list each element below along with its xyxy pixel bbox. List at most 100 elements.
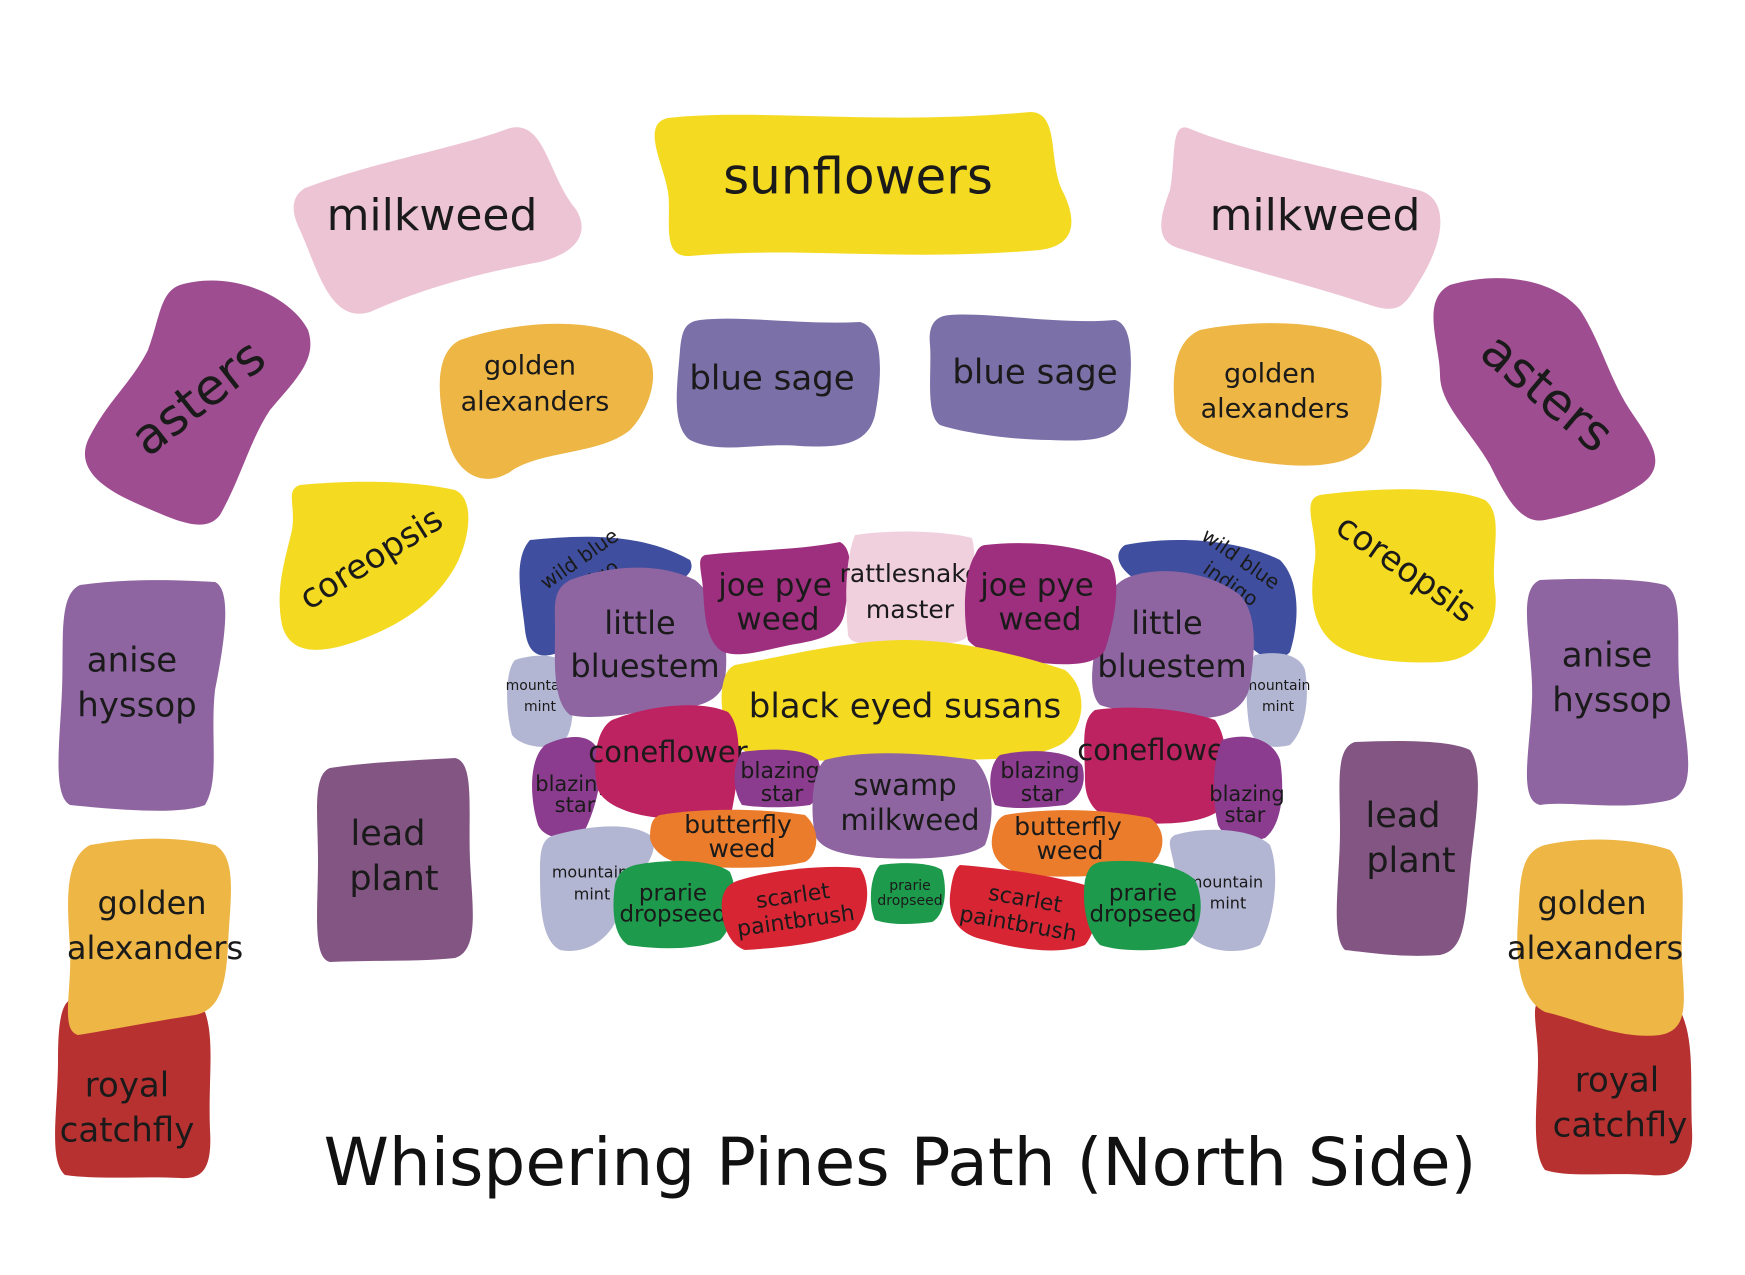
label-golden-alexanders-bottom-right-1: golden — [1537, 884, 1646, 922]
label-anise-hyssop-left-1: anise — [87, 641, 177, 681]
bed-lead-plant-right: lead plant — [1336, 740, 1478, 956]
label-coneflower-left: coneflower — [588, 735, 747, 769]
label-prarie-dropseed-left-1: prarie — [639, 881, 707, 907]
bed-coreopsis-left: coreopsis — [279, 481, 469, 650]
bed-scarlet-paintbrush-left: scarlet paintbrush — [721, 866, 868, 950]
bed-blue-sage-left: blue sage — [676, 318, 880, 448]
bed-milkweed-left: milkweed — [293, 127, 582, 314]
bed-mountain-mint-upper-right: mountain mint — [1244, 653, 1311, 747]
label-little-bluestem-right-1: little — [1131, 604, 1202, 642]
bed-coneflower-left: coneflower — [588, 705, 748, 822]
label-blazing-star-inner-left-1: blazing — [740, 759, 819, 784]
label-mountain-mint-upper-left-1: mountain — [506, 678, 573, 694]
label-blazing-star-inner-right-2: star — [1021, 782, 1065, 807]
bed-coreopsis-right: coreopsis — [1310, 489, 1496, 663]
label-lead-plant-right-1: lead — [1366, 796, 1441, 836]
label-prarie-dropseed-left-2: dropseed — [619, 902, 726, 928]
label-blue-sage-right: blue sage — [952, 353, 1117, 393]
page-title: Whispering Pines Path (North Side) — [324, 1124, 1477, 1201]
label-swamp-milkweed-1: swamp — [853, 768, 956, 802]
label-anise-hyssop-left-2: hyssop — [77, 686, 196, 726]
bed-swamp-milkweed: swamp milkweed — [812, 753, 992, 859]
label-blazing-star-outer-left-2: star — [555, 793, 596, 817]
label-royal-catchfly-left-2: catchfly — [60, 1111, 195, 1151]
bed-rattlesnake-master: rattlesnake master — [840, 531, 981, 644]
label-anise-hyssop-right-1: anise — [1562, 636, 1652, 676]
bed-blazing-star-inner-right: blazing star — [990, 751, 1084, 809]
bed-milkweed-right: milkweed — [1161, 127, 1441, 309]
bed-butterfly-weed-right: butterfly weed — [991, 810, 1163, 877]
bed-anise-hyssop-left: anise hyssop — [58, 580, 226, 811]
label-lead-plant-right-2: plant — [1366, 841, 1455, 881]
bed-golden-alexanders-bottom-right: golden alexanders — [1507, 839, 1684, 1036]
label-joe-pye-weed-right-2: weed — [998, 602, 1081, 638]
label-blue-sage-left: blue sage — [689, 359, 854, 399]
bed-golden-alexanders-bottom-left: golden alexanders — [67, 838, 243, 1035]
label-prarie-dropseed-right-2: dropseed — [1089, 902, 1196, 928]
label-golden-alexanders-top-left-2: alexanders — [461, 387, 610, 418]
label-mountain-mint-upper-left-2: mint — [524, 699, 556, 715]
label-golden-alexanders-top-right-1: golden — [1224, 359, 1316, 390]
bed-sunflowers: sunflowers — [654, 112, 1072, 257]
bed-mountain-mint-lower-left: mountain mint — [540, 826, 654, 951]
bed-black-eyed-susans: black eyed susans — [721, 640, 1082, 762]
label-butterfly-weed-left-2: weed — [708, 834, 775, 863]
label-butterfly-weed-right-1: butterfly — [1014, 812, 1122, 841]
label-mountain-mint-lower-left-2: mint — [574, 885, 610, 904]
label-little-bluestem-right-2: bluestem — [1097, 647, 1246, 685]
bed-lead-plant-left: lead plant — [317, 758, 473, 962]
label-milkweed-right: milkweed — [1210, 190, 1421, 241]
label-blazing-star-inner-left-2: star — [761, 782, 805, 807]
label-coneflower-right: coneflower — [1077, 733, 1236, 767]
bed-blazing-star-outer-right: blazing star — [1209, 736, 1285, 842]
label-joe-pye-weed-left-2: weed — [736, 602, 819, 638]
bed-royal-catchfly-left: royal catchfly — [55, 1000, 211, 1179]
label-blazing-star-outer-right-2: star — [1225, 803, 1266, 827]
label-anise-hyssop-right-2: hyssop — [1552, 681, 1671, 721]
bed-asters-right: asters — [1433, 278, 1656, 521]
label-milkweed-left: milkweed — [327, 190, 538, 241]
label-butterfly-weed-left-1: butterfly — [684, 810, 792, 839]
bed-joe-pye-weed-right: joe pye weed — [964, 543, 1117, 665]
label-royal-catchfly-left-1: royal — [85, 1066, 169, 1106]
label-mountain-mint-lower-right-1: mountain — [1187, 873, 1263, 892]
label-little-bluestem-left-1: little — [604, 604, 675, 642]
bed-little-bluestem-right: little bluestem — [1092, 571, 1254, 719]
label-mountain-mint-upper-right-1: mountain — [1244, 678, 1311, 694]
label-rattlesnake-master-1: rattlesnake — [840, 559, 981, 588]
label-prarie-dropseed-right-1: prarie — [1109, 881, 1177, 907]
bed-golden-alexanders-top-right: golden alexanders — [1173, 323, 1382, 466]
label-golden-alexanders-bottom-left-1: golden — [97, 884, 206, 922]
label-lead-plant-left-1: lead — [351, 814, 426, 854]
bed-little-bluestem-left: little bluestem — [554, 567, 727, 718]
bed-blue-sage-right: blue sage — [929, 314, 1131, 441]
label-golden-alexanders-bottom-left-2: alexanders — [67, 929, 243, 967]
bed-prarie-dropseed-left: prarie dropseed — [613, 860, 736, 949]
label-prarie-dropseed-center-1: prarie — [889, 878, 930, 894]
label-blazing-star-outer-right-1: blazing — [1209, 782, 1285, 806]
bed-asters-left: asters — [84, 280, 311, 525]
label-prarie-dropseed-center-2: dropseed — [877, 893, 942, 909]
label-rattlesnake-master-2: master — [866, 595, 955, 624]
bed-butterfly-weed-left: butterfly weed — [650, 809, 817, 868]
label-blazing-star-inner-right-1: blazing — [1000, 759, 1079, 784]
bed-golden-alexanders-top-left: golden alexanders — [439, 323, 654, 479]
label-royal-catchfly-right-2: catchfly — [1553, 1106, 1688, 1146]
label-swamp-milkweed-2: milkweed — [841, 803, 980, 837]
label-mountain-mint-lower-right-2: mint — [1210, 894, 1246, 913]
bed-prarie-dropseed-center: prarie dropseed — [870, 863, 945, 925]
label-mountain-mint-upper-right-2: mint — [1262, 699, 1294, 715]
bed-royal-catchfly-right: royal catchfly — [1534, 1000, 1693, 1176]
bed-prarie-dropseed-right: prarie dropseed — [1083, 860, 1201, 951]
label-joe-pye-weed-right-1: joe pye — [979, 568, 1094, 604]
label-little-bluestem-left-2: bluestem — [570, 647, 719, 685]
label-golden-alexanders-top-left-1: golden — [484, 351, 576, 382]
bed-coneflower-right: coneflower — [1077, 707, 1237, 824]
label-joe-pye-weed-left-1: joe pye — [717, 568, 832, 604]
bed-blazing-star-inner-left: blazing star — [734, 749, 821, 808]
label-black-eyed-susans: black eyed susans — [749, 687, 1061, 727]
label-mountain-mint-lower-left-1: mountain — [552, 863, 628, 882]
bed-scarlet-paintbrush-right: scarlet paintbrush — [949, 865, 1096, 951]
